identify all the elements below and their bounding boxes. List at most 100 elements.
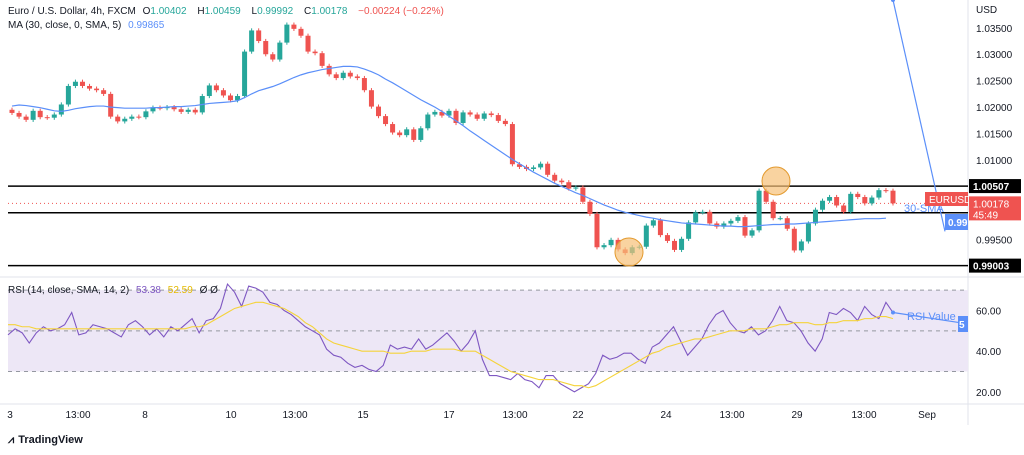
candle-body — [16, 112, 22, 117]
candle-body — [855, 193, 861, 198]
candle-body — [129, 116, 135, 119]
time-tick-label: 8 — [142, 410, 148, 421]
ohlc-high: H1.00459 — [197, 6, 241, 17]
candle-body — [72, 81, 78, 86]
candle-body — [432, 111, 438, 115]
candle-body — [220, 90, 226, 96]
ohlc-change: −0.00224 (−0.22%) — [358, 6, 444, 17]
time-tick-label: 13:00 — [502, 410, 527, 421]
candle-body — [657, 220, 663, 236]
candle-body — [862, 197, 868, 204]
ma-legend: MA (30, close, 0, SMA, 5) 0.99865 — [8, 20, 168, 31]
candle-body — [460, 112, 466, 123]
candle-body — [700, 211, 706, 213]
candle-body — [213, 85, 219, 91]
candle-body — [185, 109, 191, 112]
countdown-label: 45:49 — [973, 210, 998, 221]
candle-body — [580, 187, 586, 202]
rsi-legend: RSI (14, close, SMA, 14, 2) 53.38 52.59 … — [8, 285, 222, 296]
candle-body — [411, 129, 417, 140]
candle-body — [545, 163, 551, 175]
price-legend: Euro / U.S. Dollar, 4h, FXCM O1.00402 H1… — [8, 6, 448, 17]
tradingview-icon: ⩘ — [8, 434, 15, 446]
candle-body — [242, 51, 248, 97]
candle-body — [418, 128, 424, 140]
candle-body — [23, 116, 29, 120]
ohlc-close: C1.00178 — [304, 6, 348, 17]
candle-body — [876, 190, 882, 198]
currency-label: USD — [976, 5, 997, 16]
candle-body — [488, 113, 494, 116]
candle-body — [277, 42, 283, 60]
candle-body — [291, 24, 297, 29]
candle-body — [777, 218, 783, 220]
candle-body — [87, 85, 93, 89]
ma-label: MA (30, close, 0, SMA, 5) — [8, 20, 122, 31]
candle-body — [249, 30, 255, 52]
candle-body — [354, 76, 360, 79]
price-tick-label: 1.03000 — [976, 50, 1013, 61]
price-tick-label: 1.01500 — [976, 130, 1013, 141]
candle-body — [869, 197, 875, 204]
price-tick-label: 1.02000 — [976, 103, 1013, 114]
candle-body — [848, 193, 854, 212]
candle-body — [566, 182, 572, 189]
time-tick-label: 24 — [660, 410, 672, 421]
candle-body — [763, 190, 769, 202]
time-tick-label: 13:00 — [851, 410, 876, 421]
candle-body — [263, 41, 269, 55]
candle-body — [122, 118, 128, 122]
candle-body — [509, 124, 515, 165]
candle-body — [171, 107, 177, 110]
price-tick-label: 1.01000 — [976, 156, 1013, 167]
ma-tag-label: 0.99 — [948, 218, 968, 229]
candle-body — [756, 190, 762, 231]
candle-body — [735, 217, 741, 221]
price-tick-label: 1.03500 — [976, 24, 1013, 35]
candle-body — [312, 51, 318, 54]
time-tick-label: 22 — [572, 410, 584, 421]
candle-body — [883, 190, 889, 192]
candle-body — [516, 164, 522, 167]
level-tag-label: 0.99003 — [973, 262, 1010, 273]
candle-body — [178, 109, 184, 112]
ma-line — [11, 65, 886, 228]
tradingview-logo[interactable]: ⩘ TradingView — [8, 434, 83, 447]
candle-body — [608, 239, 614, 246]
candle-body — [235, 96, 241, 101]
candle-body — [58, 104, 64, 115]
candle-body — [340, 72, 346, 79]
candle-body — [805, 223, 811, 242]
candle-body — [115, 116, 121, 122]
candle-body — [820, 200, 826, 210]
candle-body — [453, 110, 459, 123]
candle-body — [270, 54, 276, 60]
brand-text: TradingView — [18, 434, 83, 446]
price-tag-label: 1.00178 — [973, 199, 1010, 210]
ohlc-low: L0.99992 — [251, 6, 294, 17]
candle-body — [502, 120, 508, 125]
candle-body — [495, 115, 501, 121]
time-tick-label: 13:00 — [282, 410, 307, 421]
rsi-ma-line — [8, 301, 894, 389]
candle-body — [890, 190, 896, 204]
symbol-tag-label: EURUSD — [929, 195, 971, 206]
rsi-tick-label: 40.00 — [976, 347, 1001, 358]
rsi-tag-label: 5 — [959, 320, 965, 331]
candle-body — [679, 238, 685, 250]
candle-body — [375, 106, 381, 117]
high-highlight-marker — [761, 166, 791, 196]
candle-body — [559, 180, 565, 183]
candle-body — [425, 114, 431, 129]
candle-body — [834, 197, 840, 206]
candle-body — [812, 209, 818, 224]
candle-body — [594, 213, 600, 248]
candle-body — [108, 93, 114, 117]
time-tick-label: 17 — [443, 410, 455, 421]
time-tick-label: 13:00 — [65, 410, 90, 421]
candle-body — [79, 81, 85, 86]
candle-body — [390, 124, 396, 133]
candle-body — [601, 245, 607, 248]
rsi-pointer-line — [892, 311, 961, 324]
